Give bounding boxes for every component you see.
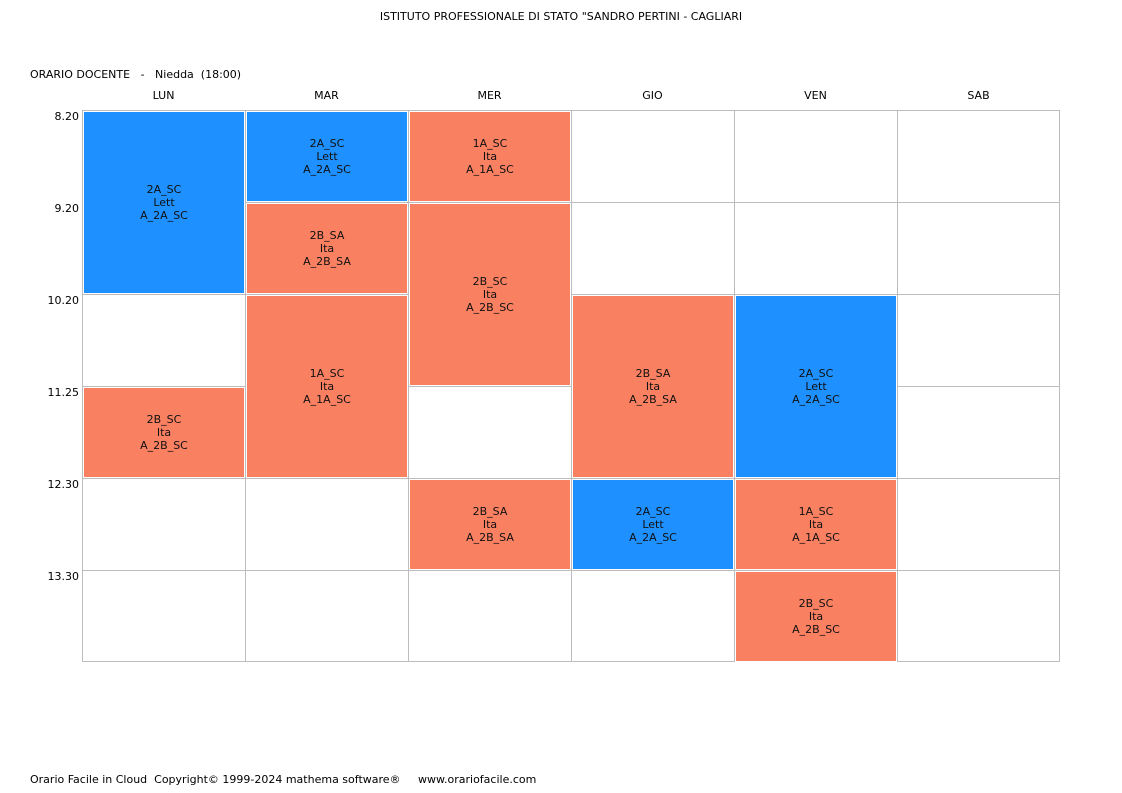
lesson-block[interactable]: 1A_SC Ita A_1A_SC [735, 479, 897, 570]
lesson-block[interactable]: 2A_SC Lett A_2A_SC [572, 479, 734, 570]
lesson-room: A_2B_SC [466, 301, 514, 314]
lesson-subject: Lett [805, 380, 827, 393]
lesson-room: A_2A_SC [140, 209, 188, 222]
lesson-subject: Ita [319, 242, 335, 255]
lesson-block[interactable]: 2B_SA Ita A_2B_SA [572, 295, 734, 478]
lesson-class: 2B_SA [635, 367, 671, 380]
day-header-mar: MAR [314, 89, 339, 102]
day-header-gio: GIO [642, 89, 663, 102]
lesson-block[interactable]: 2B_SC Ita A_2B_SC [409, 203, 571, 386]
lesson-subject: Lett [316, 150, 338, 163]
lesson-room: A_2A_SC [629, 531, 677, 544]
lesson-subject: Lett [153, 196, 175, 209]
lesson-room: A_2B_SA [629, 393, 677, 406]
lesson-subject: Lett [642, 518, 664, 531]
lesson-class: 1A_SC [798, 505, 834, 518]
lesson-class: 1A_SC [309, 367, 345, 380]
lesson-subject: Ita [319, 380, 335, 393]
lesson-block[interactable]: 2B_SC Ita A_2B_SC [735, 571, 897, 662]
lesson-class: 1A_SC [472, 137, 508, 150]
lesson-class: 2A_SC [798, 367, 834, 380]
lesson-subject: Ita [482, 150, 498, 163]
lesson-room: A_1A_SC [466, 163, 514, 176]
grid-row-divider [82, 386, 1060, 387]
lesson-class: 2A_SC [146, 183, 182, 196]
lesson-class: 2B_SC [146, 413, 182, 426]
teacher-line: ORARIO DOCENTE - Niedda (18:00) [30, 68, 242, 81]
lesson-class: 2A_SC [635, 505, 671, 518]
day-header-sab: SAB [967, 89, 990, 102]
day-header-lun: LUN [152, 89, 175, 102]
lesson-block[interactable]: 2A_SC Lett A_2A_SC [735, 295, 897, 478]
lesson-room: A_2A_SC [792, 393, 840, 406]
lesson-class: 2B_SC [798, 597, 834, 610]
time-label: 10.20 [47, 294, 80, 307]
lesson-room: A_2B_SC [792, 623, 840, 636]
lesson-block[interactable]: 2B_SA Ita A_2B_SA [246, 203, 408, 294]
time-label: 11.25 [47, 386, 80, 399]
lesson-room: A_2B_SA [466, 531, 514, 544]
lesson-subject: Ita [156, 426, 172, 439]
footer-copyright: Orario Facile in Cloud Copyright© 1999-2… [30, 773, 537, 786]
school-title: ISTITUTO PROFESSIONALE DI STATO "SANDRO … [379, 10, 743, 23]
grid-row-divider [82, 570, 1060, 571]
time-label: 13.30 [47, 570, 80, 583]
time-label: 9.20 [54, 202, 80, 215]
lesson-block[interactable]: 1A_SC Ita A_1A_SC [409, 111, 571, 202]
lesson-room: A_2A_SC [303, 163, 351, 176]
lesson-subject: Ita [808, 518, 824, 531]
grid-row-divider [82, 202, 1060, 203]
lesson-room: A_2B_SA [303, 255, 351, 268]
lesson-block[interactable]: 2A_SC Lett A_2A_SC [246, 111, 408, 202]
grid-row-divider [82, 294, 1060, 295]
lesson-class: 2B_SA [309, 229, 345, 242]
lesson-room: A_1A_SC [792, 531, 840, 544]
lesson-subject: Ita [482, 288, 498, 301]
lesson-class: 2B_SA [472, 505, 508, 518]
lesson-block[interactable]: 2B_SC Ita A_2B_SC [83, 387, 245, 478]
lesson-class: 2B_SC [472, 275, 508, 288]
lesson-block[interactable]: 2A_SC Lett A_2A_SC [83, 111, 245, 294]
time-label: 8.20 [54, 110, 80, 123]
lesson-room: A_2B_SC [140, 439, 188, 452]
lesson-subject: Ita [808, 610, 824, 623]
time-label: 12.30 [47, 478, 80, 491]
day-header-ven: VEN [804, 89, 827, 102]
lesson-subject: Ita [482, 518, 498, 531]
lesson-class: 2A_SC [309, 137, 345, 150]
lesson-block[interactable]: 1A_SC Ita A_1A_SC [246, 295, 408, 478]
lesson-room: A_1A_SC [303, 393, 351, 406]
lesson-subject: Ita [645, 380, 661, 393]
grid-row-divider [82, 478, 1060, 479]
lesson-block[interactable]: 2B_SA Ita A_2B_SA [409, 479, 571, 570]
day-header-mer: MER [477, 89, 502, 102]
